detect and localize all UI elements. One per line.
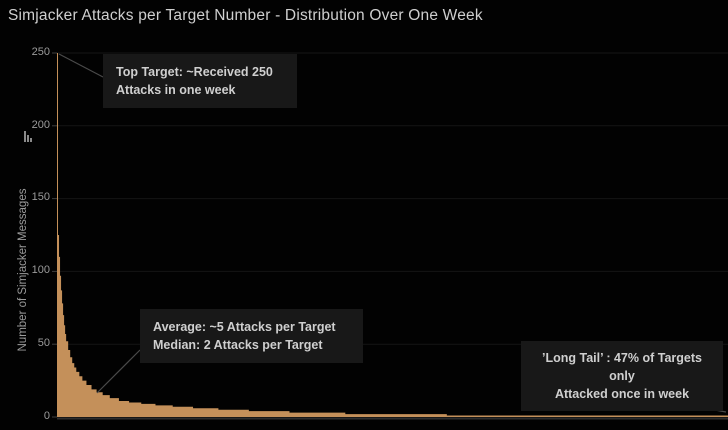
y-tick-0: 0 — [43, 410, 50, 422]
annotation-average-line2: Median: 2 Attacks per Target — [153, 338, 323, 352]
y-tick-250: 250 — [31, 46, 50, 58]
annotation-top-target-line2: Attacks in one week — [116, 83, 236, 97]
annotation-average-line1: Average: ~5 Attacks per Target — [153, 320, 336, 334]
annotation-long-tail: ’Long Tail’ : 47% of Targets only Attack… — [521, 341, 723, 411]
annotation-long-tail-line1: ’Long Tail’ : 47% of Targets only — [542, 351, 702, 383]
leader-line-average — [96, 349, 141, 394]
annotation-top-target: Top Target: ~Received 250 Attacks in one… — [103, 54, 297, 108]
y-tick-100: 100 — [31, 264, 50, 276]
annotation-average: Average: ~5 Attacks per Target Median: 2… — [140, 309, 363, 363]
annotation-top-target-line1: Top Target: ~Received 250 — [116, 65, 273, 79]
y-tick-50: 50 — [37, 337, 50, 349]
chart-title: Simjacker Attacks per Target Number - Di… — [8, 7, 483, 24]
leader-line-top-target — [58, 53, 104, 78]
annotation-long-tail-line2: Attacked once in week — [554, 387, 690, 401]
sort-icon[interactable] — [24, 130, 34, 142]
y-tick-200: 200 — [31, 119, 50, 131]
y-tick-150: 150 — [31, 191, 50, 203]
y-axis-title: Number of Simjacker Messages — [17, 188, 29, 352]
axis-tick-marks — [52, 52, 57, 418]
